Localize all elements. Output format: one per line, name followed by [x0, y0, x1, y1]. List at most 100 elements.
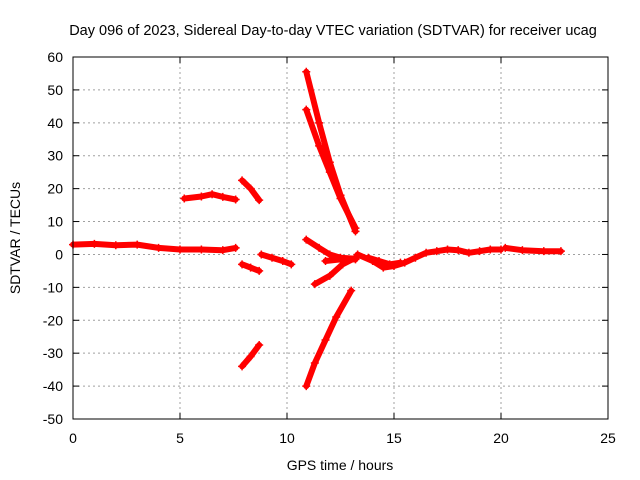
data-point-marker: [385, 260, 394, 269]
data-point-marker: [347, 286, 356, 295]
data-point-marker: [302, 235, 311, 244]
data-point-marker: [218, 192, 227, 201]
y-tick-labels: -50 -40 -30 -20 -10 0 10 20 30 40 50 60: [43, 49, 63, 427]
track-mid-f: [364, 253, 405, 269]
data-point-marker: [422, 248, 431, 257]
data-point-marker: [321, 257, 330, 266]
data-point-marker: [310, 359, 319, 368]
x-axis-label: GPS time / hours: [287, 457, 394, 473]
data-tracks: [69, 67, 565, 391]
track-upper-b: [238, 176, 264, 205]
data-point-marker: [238, 176, 247, 185]
data-point-marker: [218, 246, 227, 255]
data-point-marker: [246, 352, 255, 361]
data-point-marker: [325, 250, 334, 259]
y-tick-label: 10: [47, 214, 63, 230]
data-point-marker: [302, 67, 311, 76]
data-point-marker: [208, 190, 217, 199]
data-point-marker: [325, 168, 334, 177]
track-line: [303, 236, 359, 262]
y-axis-label: SDTVAR / TECUs: [7, 182, 23, 294]
track-lower-b: [238, 340, 264, 371]
data-point-marker: [246, 184, 255, 193]
tick-marks: [72, 56, 609, 420]
data-point-marker: [486, 245, 495, 254]
track-steep-c: [302, 286, 356, 391]
data-point-marker: [154, 243, 163, 252]
data-point-marker: [475, 247, 484, 256]
track-baseline-a: [69, 239, 240, 255]
y-tick-label: -10: [43, 279, 63, 295]
y-tick-label: 0: [55, 246, 63, 262]
track-line: [70, 240, 239, 254]
track-line: [258, 251, 295, 268]
data-point-marker: [255, 196, 264, 205]
data-point-marker: [302, 382, 311, 391]
data-point-marker: [464, 248, 473, 257]
data-point-marker: [287, 260, 296, 269]
data-point-marker: [278, 257, 287, 266]
x-tick-label: 5: [176, 430, 184, 446]
data-point-marker: [336, 255, 345, 264]
track-lower-a: [238, 260, 264, 275]
y-tick-label: -20: [43, 312, 63, 328]
track-line: [303, 106, 359, 232]
data-point-marker: [302, 105, 311, 114]
data-point-marker: [432, 247, 441, 256]
data-point-marker: [364, 253, 373, 262]
track-upper-a: [180, 190, 240, 204]
track-steep-b: [302, 105, 360, 233]
data-point-marker: [501, 243, 510, 252]
data-point-marker: [180, 194, 189, 203]
y-tick-label: -50: [43, 411, 63, 427]
track-line: [303, 287, 355, 390]
data-point-marker: [556, 247, 565, 256]
data-point-marker: [315, 141, 324, 150]
data-point-marker: [238, 362, 247, 371]
data-point-marker: [133, 240, 142, 249]
y-tick-label: 20: [47, 181, 63, 197]
data-point-marker: [518, 246, 527, 255]
data-point-marker: [539, 247, 548, 256]
data-point-marker: [375, 257, 384, 266]
data-point-marker: [336, 194, 345, 203]
data-point-marker: [197, 245, 206, 254]
track-mid-d: [321, 255, 360, 266]
data-point-marker: [176, 245, 184, 254]
data-point-marker: [396, 258, 405, 267]
track-line: [502, 244, 564, 255]
data-point-marker: [315, 243, 324, 252]
data-point-marker: [255, 266, 264, 275]
y-tick-label: 40: [47, 115, 63, 131]
data-point-marker: [315, 118, 324, 127]
y-tick-label: -30: [43, 345, 63, 361]
track-mid-e: [353, 245, 505, 272]
y-tick-label: -40: [43, 378, 63, 394]
data-point-marker: [454, 246, 463, 255]
data-point-marker: [443, 245, 452, 254]
grid-lines: [73, 57, 608, 419]
x-tick-label: 15: [386, 430, 402, 446]
data-point-marker: [332, 312, 341, 321]
track-steep-a: [302, 67, 360, 236]
track-line: [365, 254, 404, 268]
data-point-marker: [257, 250, 266, 259]
x-tick-label: 20: [493, 430, 509, 446]
y-tick-label: 60: [47, 49, 63, 65]
chart-title: Day 096 of 2023, Sidereal Day-to-day VTE…: [69, 23, 597, 39]
data-point-marker: [246, 263, 255, 272]
data-point-marker: [231, 195, 240, 204]
x-tick-label: 10: [279, 430, 295, 446]
data-point-marker: [310, 280, 319, 289]
data-point-marker: [90, 239, 99, 248]
data-point-marker: [255, 340, 264, 349]
plot-frame: [72, 56, 609, 420]
y-tick-label: 30: [47, 148, 63, 164]
data-point-marker: [231, 243, 240, 252]
data-point-marker: [111, 241, 120, 250]
data-point-marker: [353, 250, 362, 259]
data-point-marker: [351, 255, 360, 264]
y-tick-label: 50: [47, 82, 63, 98]
track-mid-a: [257, 250, 296, 269]
